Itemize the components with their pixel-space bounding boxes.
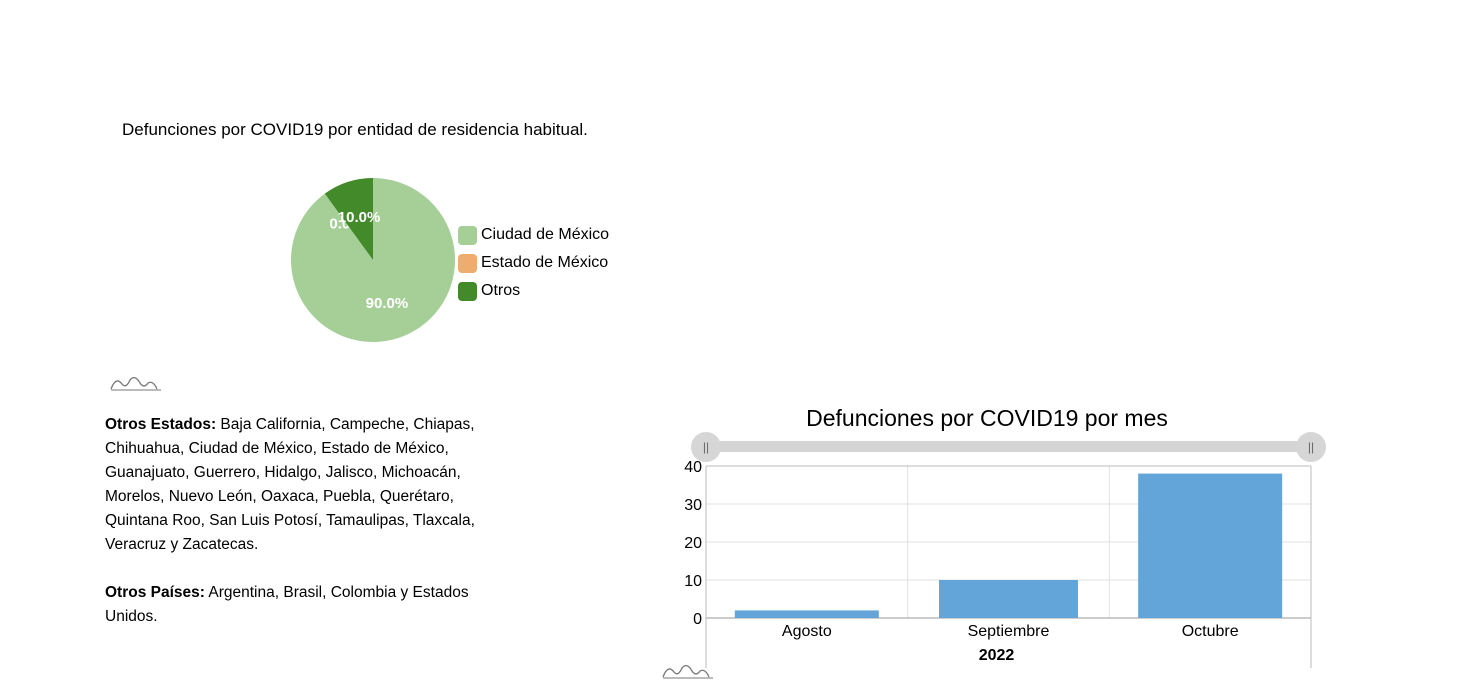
legend-swatch bbox=[458, 253, 477, 273]
otros-paises-note: Otros Países: Argentina, Brasil, Colombi… bbox=[105, 581, 505, 629]
y-tick-label: 40 bbox=[684, 459, 702, 476]
pie-legend: Ciudad de México Estado de México Otros bbox=[458, 221, 609, 305]
bar-octubre[interactable] bbox=[1138, 473, 1283, 618]
range-slider-track[interactable] bbox=[706, 441, 1311, 452]
x-tick-label: Septiembre bbox=[968, 623, 1050, 640]
logo-icon bbox=[662, 664, 713, 679]
y-tick-label: 20 bbox=[684, 535, 702, 552]
legend-item-ciudad-de-mexico[interactable]: Ciudad de México bbox=[458, 221, 609, 249]
bar-agosto[interactable] bbox=[734, 610, 879, 618]
pie-label-ciudad-de-mexico: 90.0% bbox=[366, 295, 409, 312]
y-tick-label: 10 bbox=[684, 573, 702, 590]
bar-chart: 0 10 20 30 40 Agosto Septiembre Octubre 2022 bbox=[684, 459, 1312, 668]
pie-chart: 90.0%0.0%10.0% bbox=[291, 178, 455, 342]
otros-paises-label: Otros Países: bbox=[105, 584, 205, 601]
range-slider-left-handle[interactable]: || bbox=[691, 432, 721, 462]
y-tick-label: 30 bbox=[684, 497, 702, 514]
x-tick-label: Octubre bbox=[1182, 623, 1239, 640]
legend-label: Estado de México bbox=[481, 254, 609, 271]
otros-estados-label: Otros Estados: bbox=[105, 416, 217, 433]
legend-swatch bbox=[458, 281, 477, 301]
x-axis-label: 2022 bbox=[979, 647, 1015, 664]
legend-item-otros[interactable]: Otros bbox=[458, 277, 609, 305]
bar-septiembre[interactable] bbox=[939, 580, 1078, 618]
logo-icon bbox=[110, 376, 161, 391]
pie-chart-title: Defunciones por COVID19 por entidad de r… bbox=[122, 120, 588, 139]
otros-estados-text: Baja California, Campeche, Chiapas, Chih… bbox=[105, 416, 475, 553]
pie-label-otros: 10.0% bbox=[338, 209, 381, 226]
legend-label: Ciudad de México bbox=[481, 226, 610, 243]
legend-item-estado-de-mexico[interactable]: Estado de México bbox=[458, 249, 609, 277]
legend-swatch bbox=[458, 225, 477, 245]
range-slider-right-handle[interactable]: || bbox=[1296, 432, 1326, 462]
otros-estados-note: Otros Estados: Baja California, Campeche… bbox=[105, 413, 505, 557]
otros-paises-text: Argentina, Brasil, Colombia y Estados Un… bbox=[105, 584, 469, 625]
x-tick-label: Agosto bbox=[782, 623, 832, 640]
pie-slice-otros[interactable] bbox=[324, 178, 373, 260]
legend-label: Otros bbox=[481, 282, 521, 299]
y-tick-label: 0 bbox=[693, 611, 702, 628]
bar-chart-title: Defunciones por COVID19 por mes bbox=[806, 405, 1168, 431]
notes-block: Otros Estados: Baja California, Campeche… bbox=[105, 413, 505, 653]
